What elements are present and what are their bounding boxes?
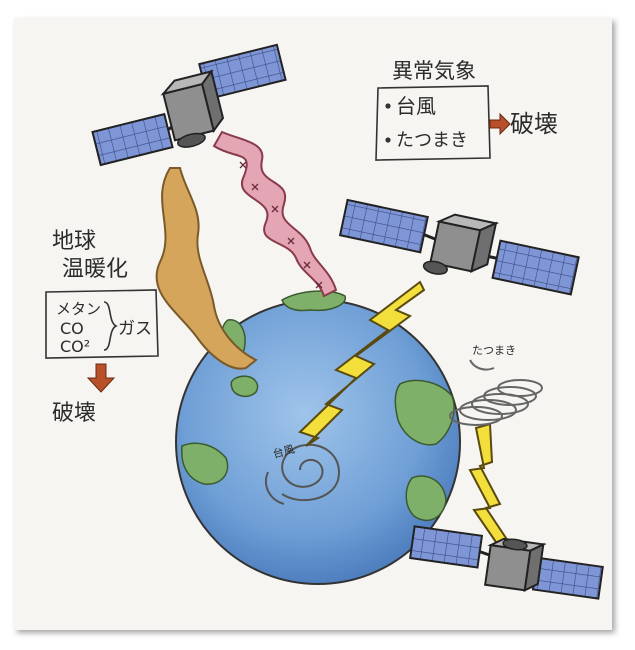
typhoon-label: 台風	[271, 442, 296, 461]
typhoon-swirl	[265, 443, 340, 505]
continent-west	[181, 442, 229, 485]
weather-result: 破壊	[510, 110, 558, 138]
gas-arrow	[86, 363, 116, 393]
tornado-label: たつまき	[472, 344, 516, 357]
earth-globe: 台風	[175, 290, 461, 585]
warming-title-line2: 温暖化	[62, 257, 128, 282]
gas-item-co: CO	[60, 319, 84, 338]
lightning-bolt-upper	[298, 280, 426, 447]
gas-item-methane: メタン	[56, 300, 101, 318]
continent-small	[230, 375, 259, 398]
weather-title: 異常気象	[392, 59, 476, 83]
continent-southeast	[405, 475, 447, 521]
gas-brace	[103, 301, 118, 351]
gas-plume	[155, 167, 258, 370]
weather-arrow	[489, 112, 511, 136]
gas-label: ガス	[118, 319, 152, 339]
gas-result: 破壊	[52, 401, 96, 426]
weather-box-border	[375, 85, 491, 161]
warming-title-line1: 地球	[52, 229, 96, 254]
gas-item-co2: CO²	[60, 337, 90, 356]
weather-bullet-2	[385, 137, 391, 143]
continent-top	[281, 290, 346, 312]
pink-beam-stars	[239, 161, 323, 289]
weather-item-tornado: たつまき	[396, 130, 468, 151]
satellite-bottom	[409, 525, 604, 600]
gas-box-border	[45, 289, 159, 359]
weather-note: 異常気象 台風 たつまき 破壊	[375, 59, 558, 161]
satellite-top	[91, 43, 287, 167]
continent-east	[394, 379, 455, 446]
warming-note: 地球 温暖化 メタン CO CO² ガス 破壊	[45, 229, 159, 426]
weather-bullet-1	[385, 103, 391, 109]
satellite-right	[338, 198, 580, 296]
weather-item-typhoon: 台風	[396, 94, 436, 118]
tornado	[449, 359, 543, 426]
pink-beam	[212, 130, 338, 298]
